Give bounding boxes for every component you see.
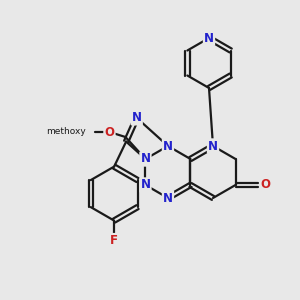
Text: N: N <box>208 140 218 152</box>
Text: F: F <box>110 234 118 247</box>
Text: N: N <box>140 178 151 191</box>
Text: N: N <box>140 152 151 166</box>
Text: N: N <box>204 32 214 44</box>
Text: O: O <box>260 178 271 191</box>
Text: O: O <box>104 125 115 139</box>
Text: N: N <box>163 140 173 152</box>
Text: methoxy: methoxy <box>46 128 86 136</box>
Text: N: N <box>132 111 142 124</box>
Text: N: N <box>163 191 173 205</box>
